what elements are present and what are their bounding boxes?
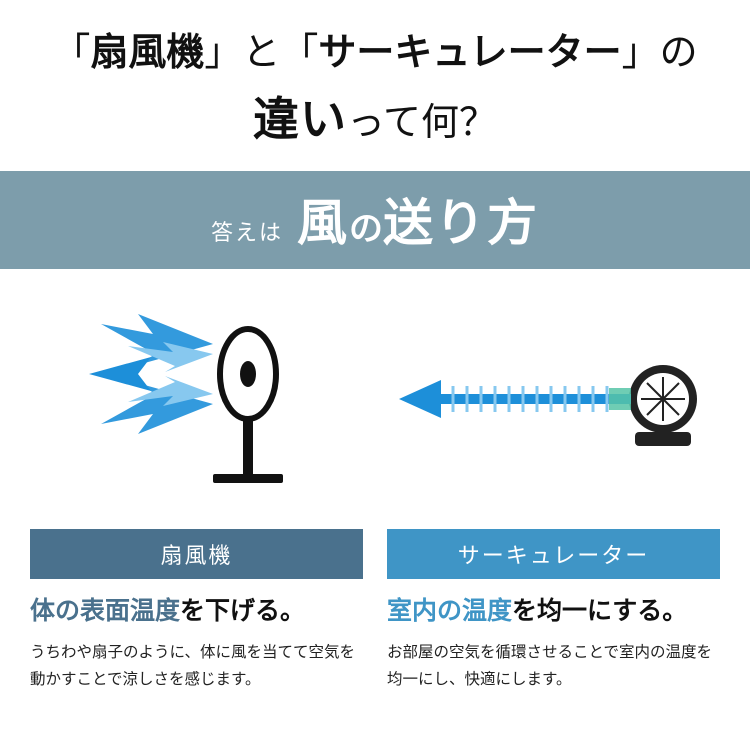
headline-fan-rest: を下げる。 <box>180 597 305 625</box>
arrow-spread-icon <box>89 314 213 434</box>
title-difference: 違い <box>253 93 347 145</box>
title-word-circulator: サーキュレーター <box>318 32 621 74</box>
bracket-close: 」の <box>622 32 698 74</box>
title-line2: 違いって何？ <box>30 83 720 149</box>
headline-circulator-rest: を均一にする。 <box>512 597 687 625</box>
body-fan: うちわや扇子のように、体に風を当てて空気を動かすことで涼しさを感じます。 <box>30 639 363 693</box>
tab-fan: 扇風機 <box>30 529 363 579</box>
headline-circulator: 室内の温度を均一にする。 <box>387 595 720 629</box>
banner-lead: 答えは <box>211 215 283 247</box>
headline-fan-accent: 体の表面温度 <box>30 597 180 625</box>
illustration-row <box>30 269 720 529</box>
title-block: 「扇風機」と「サーキュレーター」の 違いって何？ <box>30 0 720 171</box>
headline-fan: 体の表面温度を下げる。 <box>30 595 363 629</box>
column-fan: 扇風機 体の表面温度を下げる。 うちわや扇子のように、体に風を当てて空気を動かす… <box>30 529 363 693</box>
title-word-fan: 扇風機 <box>90 32 204 74</box>
title-line1: 「扇風機」と「サーキュレーター」の <box>30 28 720 79</box>
answer-banner: 答えは 風の送り方 <box>0 171 750 269</box>
tab-circulator: サーキュレーター <box>387 529 720 579</box>
headline-circulator-accent: 室内の温度 <box>387 597 512 625</box>
fan-illustration <box>30 269 375 529</box>
comparison-columns: 扇風機 体の表面温度を下げる。 うちわや扇子のように、体に風を当てて空気を動かす… <box>30 529 720 693</box>
column-circulator: サーキュレーター 室内の温度を均一にする。 お部屋の空気を循環させることで室内の… <box>387 529 720 693</box>
title-question: って何？ <box>347 102 497 144</box>
bracket-open: 「 <box>52 32 90 74</box>
arrow-straight-icon <box>399 380 631 418</box>
body-circulator: お部屋の空気を循環させることで室内の温度を均一にし、快適にします。 <box>387 639 720 693</box>
circulator-illustration <box>375 269 720 529</box>
bracket-mid: 」と「 <box>204 32 318 74</box>
banner-main: 風の送り方 <box>297 183 539 255</box>
